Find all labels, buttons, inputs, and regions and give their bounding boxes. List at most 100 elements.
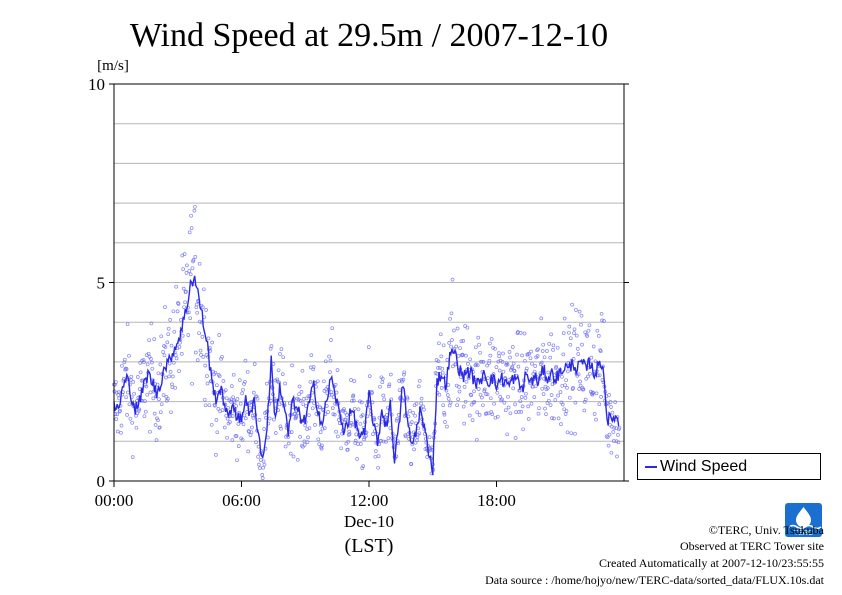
data-point	[334, 429, 338, 434]
data-point	[592, 412, 597, 416]
data-point	[550, 416, 554, 420]
data-point	[608, 422, 612, 427]
data-point	[501, 351, 505, 356]
data-point	[322, 389, 327, 393]
data-point	[329, 338, 333, 342]
data-point	[183, 300, 187, 305]
data-point	[169, 343, 174, 348]
data-point	[245, 369, 250, 374]
data-point	[439, 354, 444, 359]
data-point	[150, 360, 154, 365]
data-point	[358, 421, 363, 426]
data-point	[526, 417, 531, 421]
data-point	[586, 374, 590, 379]
data-point	[610, 410, 615, 415]
data-point	[572, 327, 577, 332]
data-point	[443, 420, 447, 424]
data-point	[318, 430, 323, 435]
data-point	[179, 317, 183, 322]
x-tick-label: 18:00	[477, 491, 516, 510]
data-point	[344, 417, 348, 422]
data-point	[330, 392, 334, 397]
data-point	[438, 332, 443, 337]
data-point	[596, 334, 601, 338]
data-point	[562, 316, 567, 321]
data-point	[548, 403, 553, 407]
data-point	[491, 345, 495, 350]
data-point	[124, 367, 129, 371]
data-point	[242, 413, 247, 418]
data-point	[533, 384, 538, 389]
data-point	[449, 311, 454, 316]
data-point	[445, 393, 450, 397]
data-point	[216, 407, 221, 411]
data-point	[472, 400, 477, 404]
data-point	[456, 354, 461, 358]
data-point	[514, 410, 518, 414]
data-point	[524, 391, 528, 396]
data-point	[422, 407, 426, 412]
data-point	[235, 458, 239, 463]
data-point	[224, 396, 229, 401]
data-point	[463, 399, 468, 404]
data-point	[567, 395, 572, 400]
data-point	[549, 332, 553, 337]
data-point	[237, 410, 242, 415]
data-point	[195, 358, 200, 362]
data-point	[134, 425, 139, 430]
data-point	[606, 401, 610, 406]
data-point	[222, 425, 227, 430]
data-point	[412, 447, 416, 452]
data-point	[602, 319, 606, 323]
data-point	[197, 331, 201, 336]
data-point	[221, 379, 226, 383]
gridlines	[114, 123, 624, 442]
data-point	[594, 391, 599, 396]
data-point	[188, 316, 193, 321]
data-point	[278, 352, 282, 356]
data-point	[181, 286, 186, 291]
data-point	[231, 372, 236, 377]
data-point	[555, 345, 560, 350]
data-point	[240, 437, 245, 442]
data-point	[130, 420, 135, 425]
data-point	[311, 367, 316, 372]
data-point	[419, 401, 423, 406]
data-point	[236, 444, 241, 448]
data-point	[560, 402, 565, 407]
data-point	[510, 365, 515, 369]
data-point	[561, 352, 566, 357]
data-point	[528, 356, 533, 361]
data-point	[290, 363, 294, 368]
y-tick-label: 0	[97, 472, 106, 491]
data-point	[181, 267, 186, 271]
data-point	[469, 393, 474, 398]
data-point	[411, 410, 416, 415]
data-point	[352, 379, 357, 383]
data-point	[372, 417, 377, 422]
data-point	[409, 420, 414, 424]
data-point	[256, 454, 260, 459]
data-point	[588, 371, 592, 376]
data-point	[116, 390, 121, 394]
data-point	[456, 397, 460, 402]
data-point	[172, 329, 177, 334]
data-point	[315, 379, 320, 384]
data-point	[179, 352, 184, 356]
data-point	[502, 400, 507, 405]
data-point	[203, 403, 208, 408]
data-point	[427, 435, 432, 439]
data-point	[184, 289, 188, 294]
data-point	[547, 342, 552, 346]
data-point	[569, 431, 574, 436]
data-point	[581, 387, 586, 392]
data-point	[558, 367, 562, 372]
data-point	[455, 326, 460, 331]
data-point	[613, 400, 618, 404]
data-point	[158, 362, 163, 367]
data-point	[477, 413, 482, 417]
data-point	[291, 454, 296, 459]
data-point	[448, 400, 453, 405]
data-point	[451, 364, 455, 369]
data-point	[243, 358, 248, 363]
